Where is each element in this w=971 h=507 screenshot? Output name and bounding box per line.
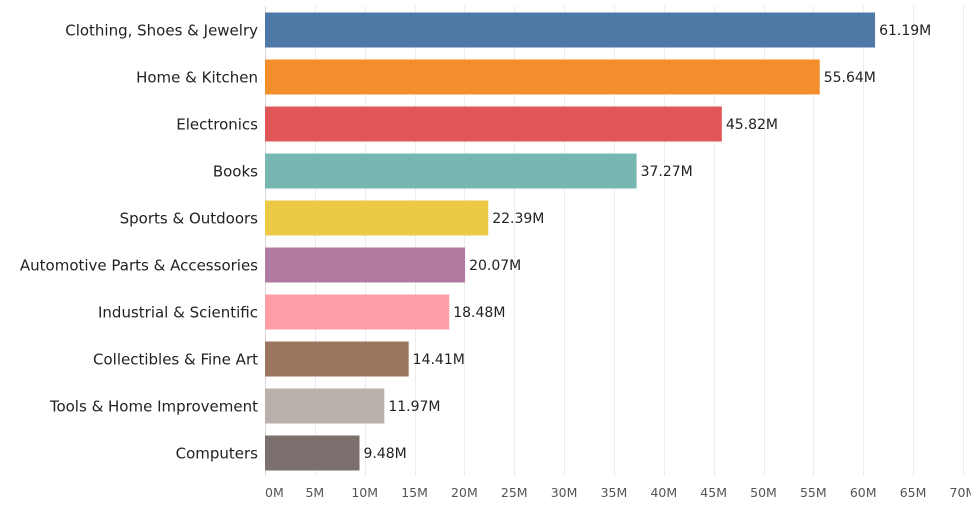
bar-2 xyxy=(265,106,722,142)
value-label: 20.07M xyxy=(469,258,521,274)
value-label: 55.64M xyxy=(824,70,876,86)
bar-1 xyxy=(265,59,820,95)
value-label: 22.39M xyxy=(492,211,544,227)
x-axis-ticks: 0M 5M 10M 15M 20M 25M 30M 35M 40M 45M 50M 55M 60M 65M… xyxy=(265,485,971,500)
value-label: 18.48M xyxy=(453,305,505,321)
value-label: 61.19M xyxy=(879,23,931,39)
x-tick-label: 35M xyxy=(601,485,628,500)
bar-9 xyxy=(265,435,360,471)
x-tick-label: 0M xyxy=(265,485,284,500)
x-tick-label: 25M xyxy=(501,485,528,500)
bar-5 xyxy=(265,247,466,283)
category-label: Sports & Outdoors xyxy=(120,210,259,228)
bar-7 xyxy=(265,341,409,377)
bar-6 xyxy=(265,294,450,330)
x-tick-label: 10M xyxy=(351,485,378,500)
x-tick-label: 15M xyxy=(401,485,428,500)
category-label: Industrial & Scientific xyxy=(98,304,258,322)
category-label: Automotive Parts & Accessories xyxy=(20,257,258,275)
category-labels: Clothing, Shoes & Jewelry Home & Kitchen E… xyxy=(20,22,258,463)
value-label: 9.48M xyxy=(364,446,407,462)
category-label: Electronics xyxy=(176,116,258,134)
category-label: Computers xyxy=(176,445,259,463)
bar-0 xyxy=(265,12,876,48)
x-tick-label: 70M xyxy=(950,485,971,500)
value-label: 37.27M xyxy=(641,164,693,180)
bar-8 xyxy=(265,388,385,424)
x-tick-label: 45M xyxy=(700,485,727,500)
x-tick-label: 60M xyxy=(850,485,877,500)
bars xyxy=(265,12,876,471)
category-label: Collectibles & Fine Art xyxy=(93,351,258,369)
category-label: Books xyxy=(213,163,258,181)
value-label: 14.41M xyxy=(413,352,465,368)
value-labels: 61.19M 55.64M 45.82M 37.27M 22.39M 20.07M 18.4… xyxy=(364,23,932,462)
x-tick-label: 40M xyxy=(650,485,677,500)
value-label: 45.82M xyxy=(726,117,778,133)
category-label: Clothing, Shoes & Jewelry xyxy=(65,22,258,40)
x-tick-label: 5M xyxy=(305,485,324,500)
x-tick-label: 30M xyxy=(551,485,578,500)
x-tick-label: 65M xyxy=(900,485,927,500)
category-label: Tools & Home Improvement xyxy=(49,398,258,416)
bar-4 xyxy=(265,200,489,236)
x-tick-label: 20M xyxy=(451,485,478,500)
value-label: 11.97M xyxy=(388,399,440,415)
bar-3 xyxy=(265,153,637,189)
x-tick-label: 50M xyxy=(750,485,777,500)
category-label: Home & Kitchen xyxy=(136,69,258,87)
x-tick-label: 55M xyxy=(800,485,827,500)
